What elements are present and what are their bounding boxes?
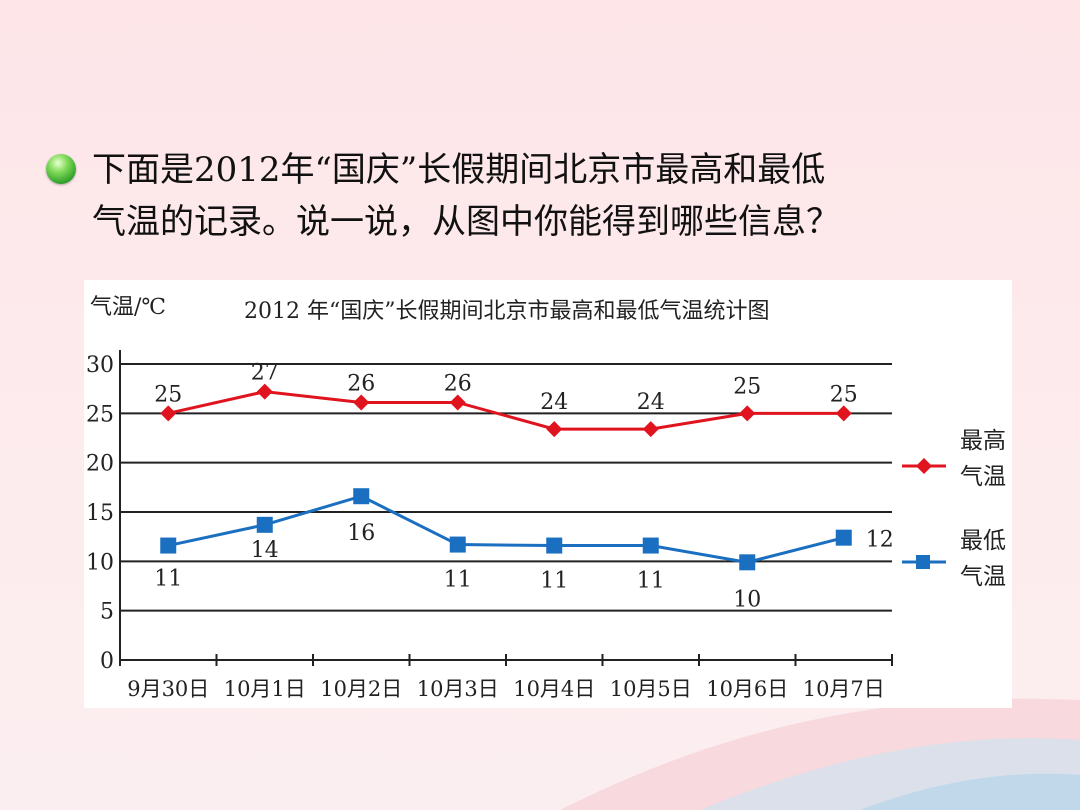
temperature-line-chart: 气温/℃ 2012 年“国庆”长假期间北京市最高和最低气温统计图 0 5 10 15 2… bbox=[86, 295, 1006, 701]
data-label: 12 bbox=[866, 528, 894, 553]
question-line-1: 下面是2012年“国庆”长假期间北京市最高和最低 bbox=[92, 150, 826, 190]
low-temp-point bbox=[353, 488, 370, 505]
x-tick-label: 10月2日 bbox=[320, 677, 402, 701]
data-label: 11 bbox=[154, 567, 182, 592]
high-temp-point bbox=[835, 405, 852, 422]
question-block: 下面是2012年“国庆”长假期间北京市最高和最低 气温的记录。说一说，从图中你能… bbox=[46, 144, 1006, 248]
x-tick-label: 10月1日 bbox=[224, 677, 306, 701]
high-temp-point bbox=[739, 405, 756, 422]
low-temp-point bbox=[449, 536, 466, 553]
legend-label-line-1: 最高 bbox=[960, 428, 1006, 454]
high-temp-point bbox=[353, 394, 370, 411]
low-temp-point bbox=[739, 554, 756, 571]
data-label: 25 bbox=[830, 382, 858, 407]
chart-title: 2012 年“国庆”长假期间北京市最高和最低气温统计图 bbox=[244, 299, 769, 324]
legend-label-line-1: 最低 bbox=[960, 528, 1006, 554]
chart-panel: 气温/℃ 2012 年“国庆”长假期间北京市最高和最低气温统计图 0 5 10 15 2… bbox=[84, 280, 1012, 708]
y-axis-label: 气温/℃ bbox=[90, 295, 166, 320]
x-tick-label: 10月5日 bbox=[610, 677, 692, 701]
data-label: 26 bbox=[444, 371, 472, 396]
data-label: 25 bbox=[733, 374, 761, 399]
high-temp-point bbox=[449, 394, 466, 411]
high-temp-point bbox=[642, 421, 659, 438]
low-temp-point bbox=[835, 529, 852, 546]
grid-lines bbox=[120, 363, 892, 612]
question-line-2: 气温的记录。说一说，从图中你能得到哪些信息？ bbox=[92, 202, 840, 242]
data-label: 27 bbox=[251, 361, 279, 386]
y-tick-label: 0 bbox=[100, 649, 114, 674]
low-temp-point bbox=[160, 537, 177, 554]
x-tick-label: 10月6日 bbox=[706, 677, 788, 701]
data-label: 10 bbox=[733, 587, 761, 612]
legend-label-line-2: 气温 bbox=[960, 564, 1006, 590]
legend-square-marker bbox=[916, 555, 930, 569]
data-label: 11 bbox=[637, 569, 665, 594]
series-line bbox=[167, 390, 844, 431]
data-label: 16 bbox=[347, 521, 375, 546]
green-bullet-icon bbox=[46, 154, 76, 184]
series-line bbox=[167, 494, 845, 564]
x-tick-label: 10月3日 bbox=[417, 677, 499, 701]
x-tick-label: 10月4日 bbox=[513, 677, 595, 701]
data-label: 24 bbox=[540, 390, 568, 415]
y-tick-label: 5 bbox=[100, 600, 114, 625]
series-group: 25 27 26 26 24 24 25 25 11 14 16 11 11 11 10 12 bbox=[154, 361, 894, 613]
low-temp-point bbox=[256, 516, 273, 533]
x-tick-label: 10月7日 bbox=[803, 677, 885, 701]
data-label: 14 bbox=[251, 538, 279, 563]
low-temp-point bbox=[642, 537, 659, 554]
legend-label-line-2: 气温 bbox=[960, 464, 1006, 490]
data-label: 25 bbox=[154, 382, 182, 407]
high-temp-point bbox=[546, 421, 563, 438]
data-label: 26 bbox=[347, 371, 375, 396]
data-label: 11 bbox=[540, 569, 568, 594]
axes: 0 5 10 15 20 25 30 9月30日 10月1日 10月2日 10月3日 10月4日 10月… bbox=[86, 350, 893, 701]
y-tick-label: 15 bbox=[86, 501, 114, 526]
low-temp-point bbox=[546, 537, 563, 554]
data-label: 24 bbox=[637, 390, 665, 415]
y-tick-label: 10 bbox=[86, 550, 114, 575]
data-label: 11 bbox=[444, 568, 472, 593]
y-tick-label: 25 bbox=[86, 402, 114, 427]
y-tick-label: 20 bbox=[86, 452, 114, 477]
high-temp-point bbox=[160, 405, 177, 422]
legend-diamond-marker bbox=[916, 458, 932, 474]
x-tick-label: 9月30日 bbox=[127, 677, 209, 701]
y-tick-label: 30 bbox=[86, 353, 114, 378]
high-temp-point bbox=[256, 383, 273, 400]
